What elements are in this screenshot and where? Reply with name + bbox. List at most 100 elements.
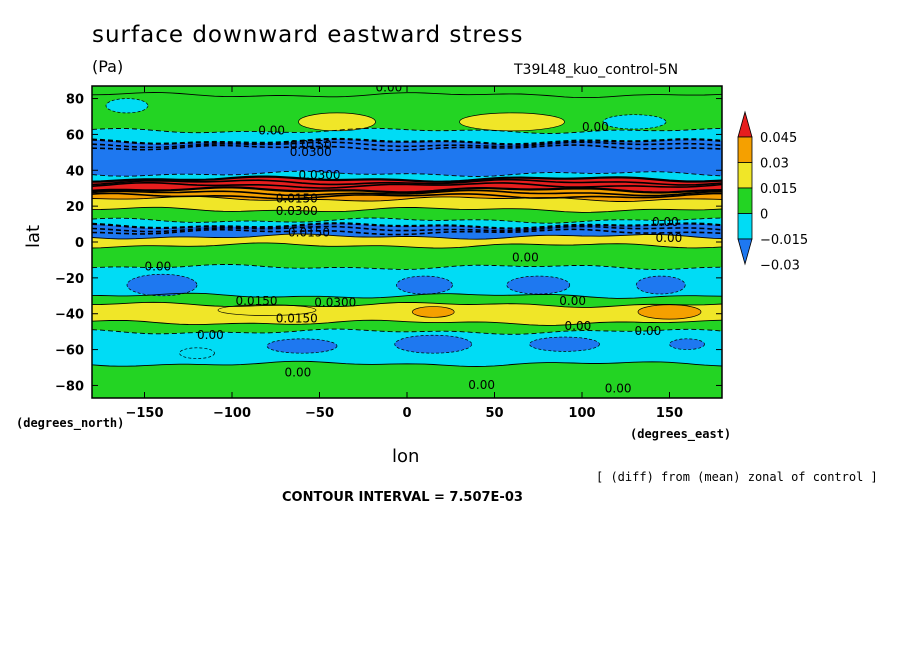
contour-label: 0.0300 xyxy=(290,145,332,159)
feature-4 xyxy=(126,273,198,297)
contour-lines xyxy=(92,92,722,367)
contour-5-1 xyxy=(92,178,722,186)
x-tick-label: −100 xyxy=(213,406,251,421)
feature-3 xyxy=(602,114,667,130)
contour-10 xyxy=(92,222,722,230)
colorbar-label: 0.03 xyxy=(760,157,789,172)
band-11 xyxy=(92,234,722,249)
feature-8 xyxy=(217,304,317,316)
y-tick-label: −40 xyxy=(55,308,84,323)
contour-16 xyxy=(92,319,722,326)
field-features xyxy=(105,98,705,359)
colorbar-segment xyxy=(737,136,753,163)
band-7 xyxy=(92,196,722,213)
contour-label: 0.00 xyxy=(285,365,312,379)
band-12 xyxy=(92,242,722,270)
contour-7 xyxy=(92,195,722,202)
contour-label: 0.00 xyxy=(635,324,662,338)
contour-label: 0.00 xyxy=(468,378,495,392)
contour-label: 0.0150 xyxy=(288,226,330,240)
contour-3-2 xyxy=(92,144,722,152)
contour-label: 0.0300 xyxy=(276,204,318,218)
y-tick-label: 80 xyxy=(66,93,84,108)
x-tick-label: 100 xyxy=(568,406,595,421)
feature-12 xyxy=(394,334,473,354)
feature-2 xyxy=(459,112,565,132)
contour-label: 0.00 xyxy=(605,382,632,396)
contour-interval: CONTOUR INTERVAL = 7.507E-03 xyxy=(282,490,523,505)
x-tick-label: 50 xyxy=(485,406,503,421)
chart-title: surface downward eastward stress xyxy=(92,22,524,48)
colorbar-top-arrow xyxy=(737,110,753,138)
band-18 xyxy=(92,361,722,398)
y-axis-units: (degrees_north) xyxy=(16,416,125,430)
y-tick-label: −60 xyxy=(55,344,84,359)
y-tick-label: 20 xyxy=(66,200,84,215)
band-9 xyxy=(92,218,722,229)
contour-labels: 0.000.000.03000.01500.03000.01500.03000.… xyxy=(145,80,683,396)
colorbar-label: 0 xyxy=(760,208,768,223)
contour-1 xyxy=(92,92,722,99)
contour-6-1 xyxy=(92,189,722,197)
x-tick-label: −50 xyxy=(305,406,334,421)
contour-label: 0.00 xyxy=(197,328,224,342)
band-14 xyxy=(92,293,722,308)
x-axis-title: lon xyxy=(392,446,420,467)
contour-label: 0.00 xyxy=(559,294,586,308)
feature-11 xyxy=(266,338,338,354)
y-tick-label: 60 xyxy=(66,128,84,143)
y-tick-label: 0 xyxy=(75,236,84,251)
contour-label: 0.00 xyxy=(582,120,609,134)
contour-5 xyxy=(92,175,722,183)
colorbar-label: −0.03 xyxy=(760,259,800,274)
feature-1 xyxy=(298,112,376,132)
contour-label: 0.00 xyxy=(565,319,592,333)
contour-label: 0.00 xyxy=(258,123,285,137)
band-3 xyxy=(92,139,722,177)
contour-17 xyxy=(92,328,722,335)
contour-label: 0.00 xyxy=(145,260,172,274)
x-axis: −150 −100 −50 0 50 100 150 xyxy=(125,86,683,421)
feature-0 xyxy=(105,98,149,114)
contour-10-1 xyxy=(92,225,722,233)
contour-label: 0.0300 xyxy=(314,296,356,310)
contour-5-2 xyxy=(92,182,722,189)
contour-2 xyxy=(92,127,722,134)
contour-label: 0.0300 xyxy=(299,168,341,182)
contour-13 xyxy=(92,264,722,271)
colorbar-label: −0.015 xyxy=(760,233,808,248)
units-label: (Pa) xyxy=(92,57,124,76)
colorbar-segment xyxy=(737,162,753,189)
feature-14 xyxy=(669,338,705,350)
contour-label: 0.0150 xyxy=(276,312,318,326)
contour-label: 0.00 xyxy=(656,231,683,245)
contour-9 xyxy=(92,217,722,224)
contour-6 xyxy=(92,186,722,194)
x-tick-label: −150 xyxy=(125,406,163,421)
colorbar-segment xyxy=(737,213,753,240)
feature-9 xyxy=(411,306,455,318)
feature-7 xyxy=(635,275,686,295)
band-4 xyxy=(92,171,722,182)
contour-11 xyxy=(92,233,722,240)
contour-3 xyxy=(92,137,722,146)
contour-18 xyxy=(92,360,722,367)
feature-13 xyxy=(529,336,600,352)
contour-label: 0.0150 xyxy=(236,294,278,308)
contour-8 xyxy=(92,206,722,213)
y-axis-title: lat xyxy=(23,224,45,249)
contour-label: 0.00 xyxy=(512,251,539,265)
feature-15 xyxy=(179,347,215,359)
contour-14 xyxy=(92,292,722,299)
x-tick-label: 150 xyxy=(656,406,683,421)
feature-10 xyxy=(637,304,702,320)
contour-label: 0.0150 xyxy=(290,138,332,152)
y-tick-label: −20 xyxy=(55,272,84,287)
y-tick-label: −80 xyxy=(55,379,84,394)
band-1 xyxy=(92,92,722,134)
contour-label: 0.00 xyxy=(376,80,403,94)
difference-note: [ (diff) from (mean) zonal of control ] xyxy=(596,470,878,484)
y-axis: 80 60 40 20 0 −20 −40 −60 −80 xyxy=(55,93,722,394)
run-label: T39L48_kuo_control-5N xyxy=(514,62,679,78)
x-tick-label: 0 xyxy=(402,406,411,421)
